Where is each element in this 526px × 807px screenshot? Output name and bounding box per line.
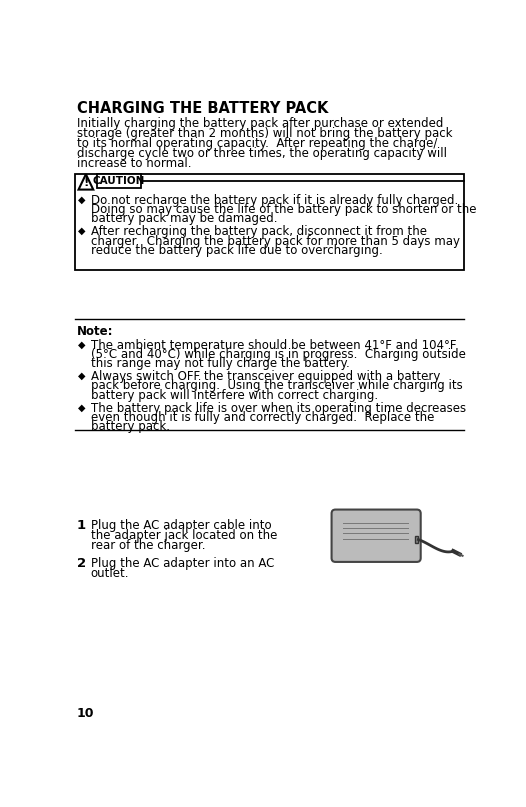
Text: (5°C and 40°C) while charging is in progress.  Charging outside: (5°C and 40°C) while charging is in prog…	[90, 348, 466, 361]
Text: battery pack may be damaged.: battery pack may be damaged.	[90, 212, 277, 225]
FancyBboxPatch shape	[97, 174, 141, 189]
Text: !: !	[83, 176, 88, 189]
Text: this range may not fully charge the battery.: this range may not fully charge the batt…	[90, 358, 349, 370]
Text: Always switch OFF the transceiver equipped with a battery: Always switch OFF the transceiver equipp…	[90, 370, 440, 383]
Text: Note:: Note:	[77, 324, 113, 338]
Text: ◆: ◆	[78, 194, 86, 205]
Text: The ambient temperature should be between 41°F and 104°F: The ambient temperature should be betwee…	[90, 339, 456, 352]
Text: rear of the charger.: rear of the charger.	[90, 539, 205, 552]
Text: Doing so may cause the life of the battery pack to shorten or the: Doing so may cause the life of the batte…	[90, 203, 476, 216]
Text: the adapter jack located on the: the adapter jack located on the	[90, 529, 277, 541]
Text: Plug the AC adapter cable into: Plug the AC adapter cable into	[90, 519, 271, 532]
FancyBboxPatch shape	[331, 509, 421, 562]
FancyBboxPatch shape	[414, 536, 418, 543]
FancyBboxPatch shape	[75, 174, 464, 270]
Text: Plug the AC adapter into an AC: Plug the AC adapter into an AC	[90, 558, 274, 571]
Text: charger.  Charging the battery pack for more than 5 days may: charger. Charging the battery pack for m…	[90, 235, 460, 248]
Text: 1: 1	[77, 519, 86, 532]
Text: battery pack will interfere with correct charging.: battery pack will interfere with correct…	[90, 389, 378, 402]
Text: reduce the battery pack life due to overcharging.: reduce the battery pack life due to over…	[90, 244, 382, 257]
Polygon shape	[78, 174, 93, 190]
Text: After recharging the battery pack, disconnect it from the: After recharging the battery pack, disco…	[90, 225, 427, 238]
Text: ◆: ◆	[78, 340, 86, 349]
Text: CAUTION: CAUTION	[93, 176, 145, 186]
Text: ◆: ◆	[78, 371, 86, 381]
Text: outlet.: outlet.	[90, 567, 129, 580]
Text: Initially charging the battery pack after purchase or extended: Initially charging the battery pack afte…	[77, 117, 443, 130]
Text: discharge cycle two or three times, the operating capacity will: discharge cycle two or three times, the …	[77, 147, 447, 160]
Text: 2: 2	[77, 558, 86, 571]
Text: storage (greater than 2 months) will not bring the battery pack: storage (greater than 2 months) will not…	[77, 127, 452, 140]
Text: even though it is fully and correctly charged.  Replace the: even though it is fully and correctly ch…	[90, 411, 434, 424]
Text: battery pack.: battery pack.	[90, 420, 169, 433]
Text: ◆: ◆	[78, 403, 86, 412]
Text: The battery pack life is over when its operating time decreases: The battery pack life is over when its o…	[90, 402, 466, 415]
Text: Do not recharge the battery pack if it is already fully charged.: Do not recharge the battery pack if it i…	[90, 194, 458, 207]
Text: pack before charging.  Using the transceiver while charging its: pack before charging. Using the transcei…	[90, 379, 462, 392]
Text: ◆: ◆	[78, 226, 86, 236]
Text: to its normal operating capacity.  After repeating the charge/: to its normal operating capacity. After …	[77, 137, 437, 150]
Text: increase to normal.: increase to normal.	[77, 157, 191, 170]
Text: CHARGING THE BATTERY PACK: CHARGING THE BATTERY PACK	[77, 102, 328, 116]
Text: 10: 10	[77, 708, 94, 721]
